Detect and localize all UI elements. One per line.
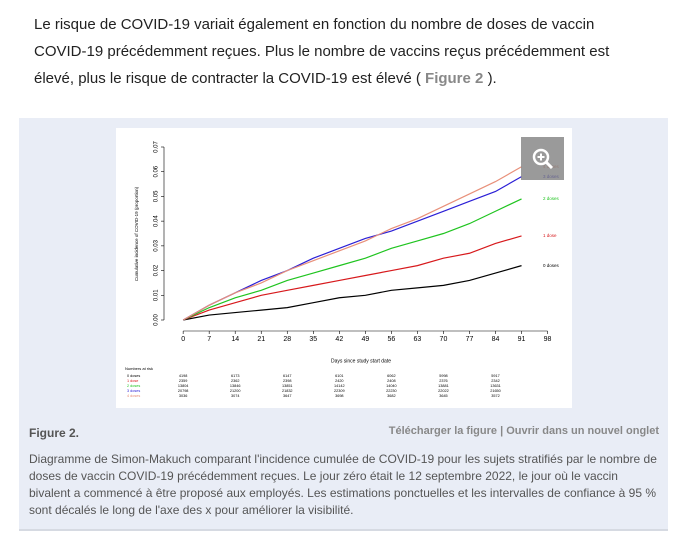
figure-label: Figure 2.: [29, 426, 80, 440]
risk-row-label: 3 doses: [127, 389, 140, 393]
series-label: 2 doses: [543, 196, 560, 201]
risk-value: 22230: [386, 389, 397, 393]
risk-value: 3698: [335, 394, 343, 398]
x-tick-label: 49: [361, 336, 369, 343]
risk-row-label: 4 doses: [127, 394, 140, 398]
y-tick-label: 0.00: [154, 314, 160, 326]
figure-links: Télécharger la figure | Ouvrir dans un n…: [389, 425, 659, 437]
y-tick-label: 0.03: [154, 239, 160, 251]
y-tick-label: 0.02: [154, 264, 160, 276]
risk-value: 21200: [230, 389, 241, 393]
figure: Cumulative incidence of COVID-19 (propor…: [19, 118, 668, 531]
y-tick-label: 0.06: [154, 165, 160, 177]
y-tick-label: 0.07: [154, 141, 160, 153]
risk-value: 3645: [439, 394, 447, 398]
x-axis-label: Days since study start date: [331, 358, 391, 364]
risk-value: 2398: [283, 379, 291, 383]
series-label: 0 doses: [543, 263, 560, 268]
risk-value: 3036: [179, 394, 187, 398]
series-line: [182, 166, 522, 321]
text: Le risque de COVID-19 variait également …: [34, 16, 610, 87]
series-label: 1 dose: [543, 233, 557, 238]
risk-value: 13846: [230, 384, 241, 388]
open-link[interactable]: Ouvrir dans un nouvel onglet: [506, 425, 659, 437]
risk-value: 5998: [439, 374, 447, 378]
risk-value: 20798: [178, 389, 189, 393]
y-tick-label: 0.05: [154, 190, 160, 202]
x-tick-label: 84: [492, 336, 500, 343]
risk-value: 2376: [439, 379, 447, 383]
zoom-icon: [532, 148, 554, 170]
separator: |: [500, 425, 504, 437]
x-tick-label: 98: [544, 336, 552, 343]
x-tick-label: 7: [207, 336, 211, 343]
paragraph: Le risque de COVID-19 variait également …: [34, 11, 646, 92]
risk-value: 14040: [386, 384, 397, 388]
risk-value: 5917: [491, 374, 499, 378]
download-link[interactable]: Télécharger la figure: [388, 425, 497, 437]
series-line: [183, 265, 522, 321]
series-line: [182, 198, 522, 321]
risk-value: 3572: [491, 394, 499, 398]
figure-link[interactable]: Figure 2: [425, 70, 484, 87]
risk-value: 6062: [387, 374, 395, 378]
risk-value: 2342: [491, 379, 499, 383]
x-tick-label: 35: [309, 336, 317, 343]
risk-value: 13851: [282, 384, 293, 388]
risk-value: 6147: [283, 374, 291, 378]
risk-value: 22309: [334, 389, 345, 393]
x-tick-label: 63: [414, 336, 422, 343]
risk-row-label: 0 doses: [127, 374, 140, 378]
x-tick-label: 91: [518, 336, 526, 343]
y-axis-label: Cumulative incidence of COVID-19 (propor…: [134, 186, 139, 281]
x-tick-label: 21: [257, 336, 265, 343]
risk-title: Numbers at risk: [125, 366, 153, 371]
risk-value: 3647: [283, 394, 291, 398]
risk-value: 14142: [334, 384, 345, 388]
zoom-button[interactable]: [521, 137, 564, 180]
risk-value: 6101: [335, 374, 343, 378]
chart: Cumulative incidence of COVID-19 (propor…: [116, 128, 572, 408]
y-tick-label: 0.01: [154, 289, 160, 301]
risk-value: 13804: [178, 384, 189, 388]
risk-row-label: 1 dose: [127, 379, 138, 383]
risk-value: 3682: [387, 394, 395, 398]
risk-value: 22022: [438, 389, 449, 393]
x-tick-label: 42: [335, 336, 343, 343]
risk-value: 2362: [231, 379, 239, 383]
text: ).: [487, 70, 497, 87]
risk-value: 2420: [335, 379, 343, 383]
x-tick-label: 0: [181, 336, 185, 343]
risk-value: 21832: [282, 389, 293, 393]
x-tick-label: 28: [283, 336, 291, 343]
risk-value: 2359: [179, 379, 187, 383]
risk-value: 13881: [438, 384, 449, 388]
risk-value: 13631: [490, 384, 501, 388]
risk-value: 3074: [231, 394, 239, 398]
x-tick-label: 70: [440, 336, 448, 343]
x-tick-label: 77: [466, 336, 474, 343]
figure-caption: Diagramme de Simon-Makuch comparant l'in…: [29, 452, 657, 517]
x-tick-label: 14: [231, 336, 239, 343]
risk-value: 6173: [231, 374, 239, 378]
x-tick-label: 56: [387, 336, 395, 343]
risk-value: 2408: [387, 379, 395, 383]
series-line: [182, 235, 522, 321]
risk-row-label: 2 doses: [127, 384, 140, 388]
risk-value: 4198: [179, 374, 187, 378]
y-tick-label: 0.04: [154, 215, 160, 227]
risk-value: 21650: [490, 389, 501, 393]
